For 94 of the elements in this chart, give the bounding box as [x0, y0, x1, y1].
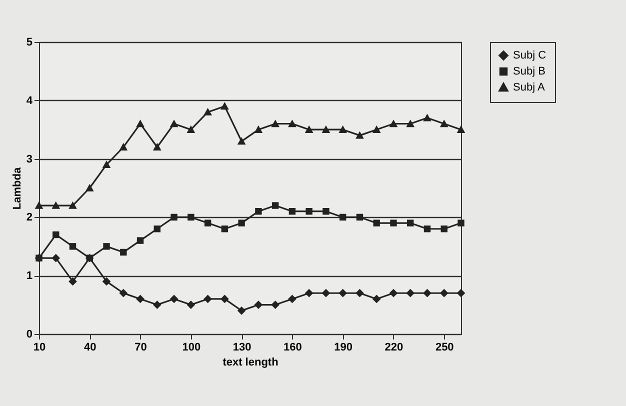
point: [272, 202, 279, 209]
point: [338, 125, 348, 133]
x-tick-label: 160: [284, 342, 302, 354]
point: [237, 137, 246, 145]
point: [136, 294, 144, 304]
point: [102, 277, 111, 286]
point: [68, 277, 77, 286]
point: [406, 120, 415, 128]
point: [440, 226, 448, 232]
point: [390, 220, 397, 226]
y-tick-label: 2: [26, 212, 32, 224]
point: [34, 201, 44, 209]
x-tick-label: 100: [182, 342, 201, 354]
y-axis-title: Lambda: [11, 166, 24, 210]
x-tick-label: 250: [435, 342, 454, 354]
point: [204, 220, 212, 226]
point: [424, 226, 431, 232]
point: [186, 125, 196, 133]
point: [389, 288, 398, 298]
point: [356, 131, 364, 139]
point: [152, 300, 162, 309]
point: [119, 142, 128, 150]
point: [271, 120, 280, 128]
point: [136, 120, 144, 128]
point: [254, 125, 263, 133]
point: [52, 254, 60, 262]
y-tick-label: 1: [26, 270, 32, 282]
point: [338, 288, 348, 298]
y-tick-label: 0: [26, 328, 32, 340]
point: [170, 214, 178, 221]
point: [456, 125, 466, 133]
point: [188, 214, 194, 221]
legend-label: Subj B: [513, 66, 546, 78]
point: [221, 226, 228, 232]
y-tick-label: 4: [26, 94, 34, 107]
x-tick-label: 40: [84, 342, 96, 354]
point: [304, 288, 314, 298]
point: [136, 237, 144, 244]
point: [220, 102, 229, 110]
point: [440, 120, 448, 128]
point: [373, 220, 380, 226]
point: [52, 231, 60, 238]
x-tick-label: 190: [334, 342, 353, 354]
point: [186, 300, 196, 309]
point: [204, 108, 212, 116]
point: [356, 214, 364, 221]
point: [406, 288, 415, 298]
x-tick-label: 130: [232, 342, 252, 354]
point: [372, 294, 381, 304]
point: [255, 208, 262, 215]
x-tick-label: 220: [384, 342, 404, 354]
point: [237, 306, 246, 315]
point: [423, 288, 432, 298]
point: [456, 288, 466, 298]
point: [306, 208, 312, 215]
point: [322, 208, 330, 215]
point: [389, 120, 398, 128]
legend-label: Subj C: [513, 50, 546, 62]
point: [372, 125, 381, 133]
point: [288, 208, 296, 215]
y-tick-label: 3: [26, 153, 32, 166]
point: [119, 288, 128, 298]
legend-label: Subj A: [513, 82, 546, 94]
point: [85, 184, 94, 192]
point: [407, 220, 414, 226]
point: [69, 243, 76, 250]
point: [220, 294, 229, 304]
point: [288, 294, 296, 304]
point: [304, 125, 314, 133]
point: [68, 201, 77, 209]
point: [120, 248, 127, 256]
point: [238, 220, 245, 226]
y-tick-label: 5: [26, 36, 32, 48]
point: [423, 114, 432, 122]
point: [322, 125, 330, 133]
point: [288, 120, 296, 128]
point: [170, 120, 178, 128]
x-tick-label: 10: [33, 342, 46, 354]
point: [204, 294, 212, 304]
point: [170, 294, 178, 304]
point: [339, 214, 346, 221]
point: [271, 300, 280, 309]
point: [458, 220, 464, 226]
point: [440, 288, 448, 298]
point: [154, 226, 161, 232]
x-axis-title: text length: [222, 356, 279, 368]
x-tick-label: 70: [134, 342, 147, 354]
point: [102, 160, 111, 168]
point: [103, 243, 110, 250]
point: [322, 288, 330, 298]
point: [52, 201, 60, 209]
point: [152, 142, 162, 150]
point: [254, 300, 263, 309]
point: [356, 288, 364, 298]
